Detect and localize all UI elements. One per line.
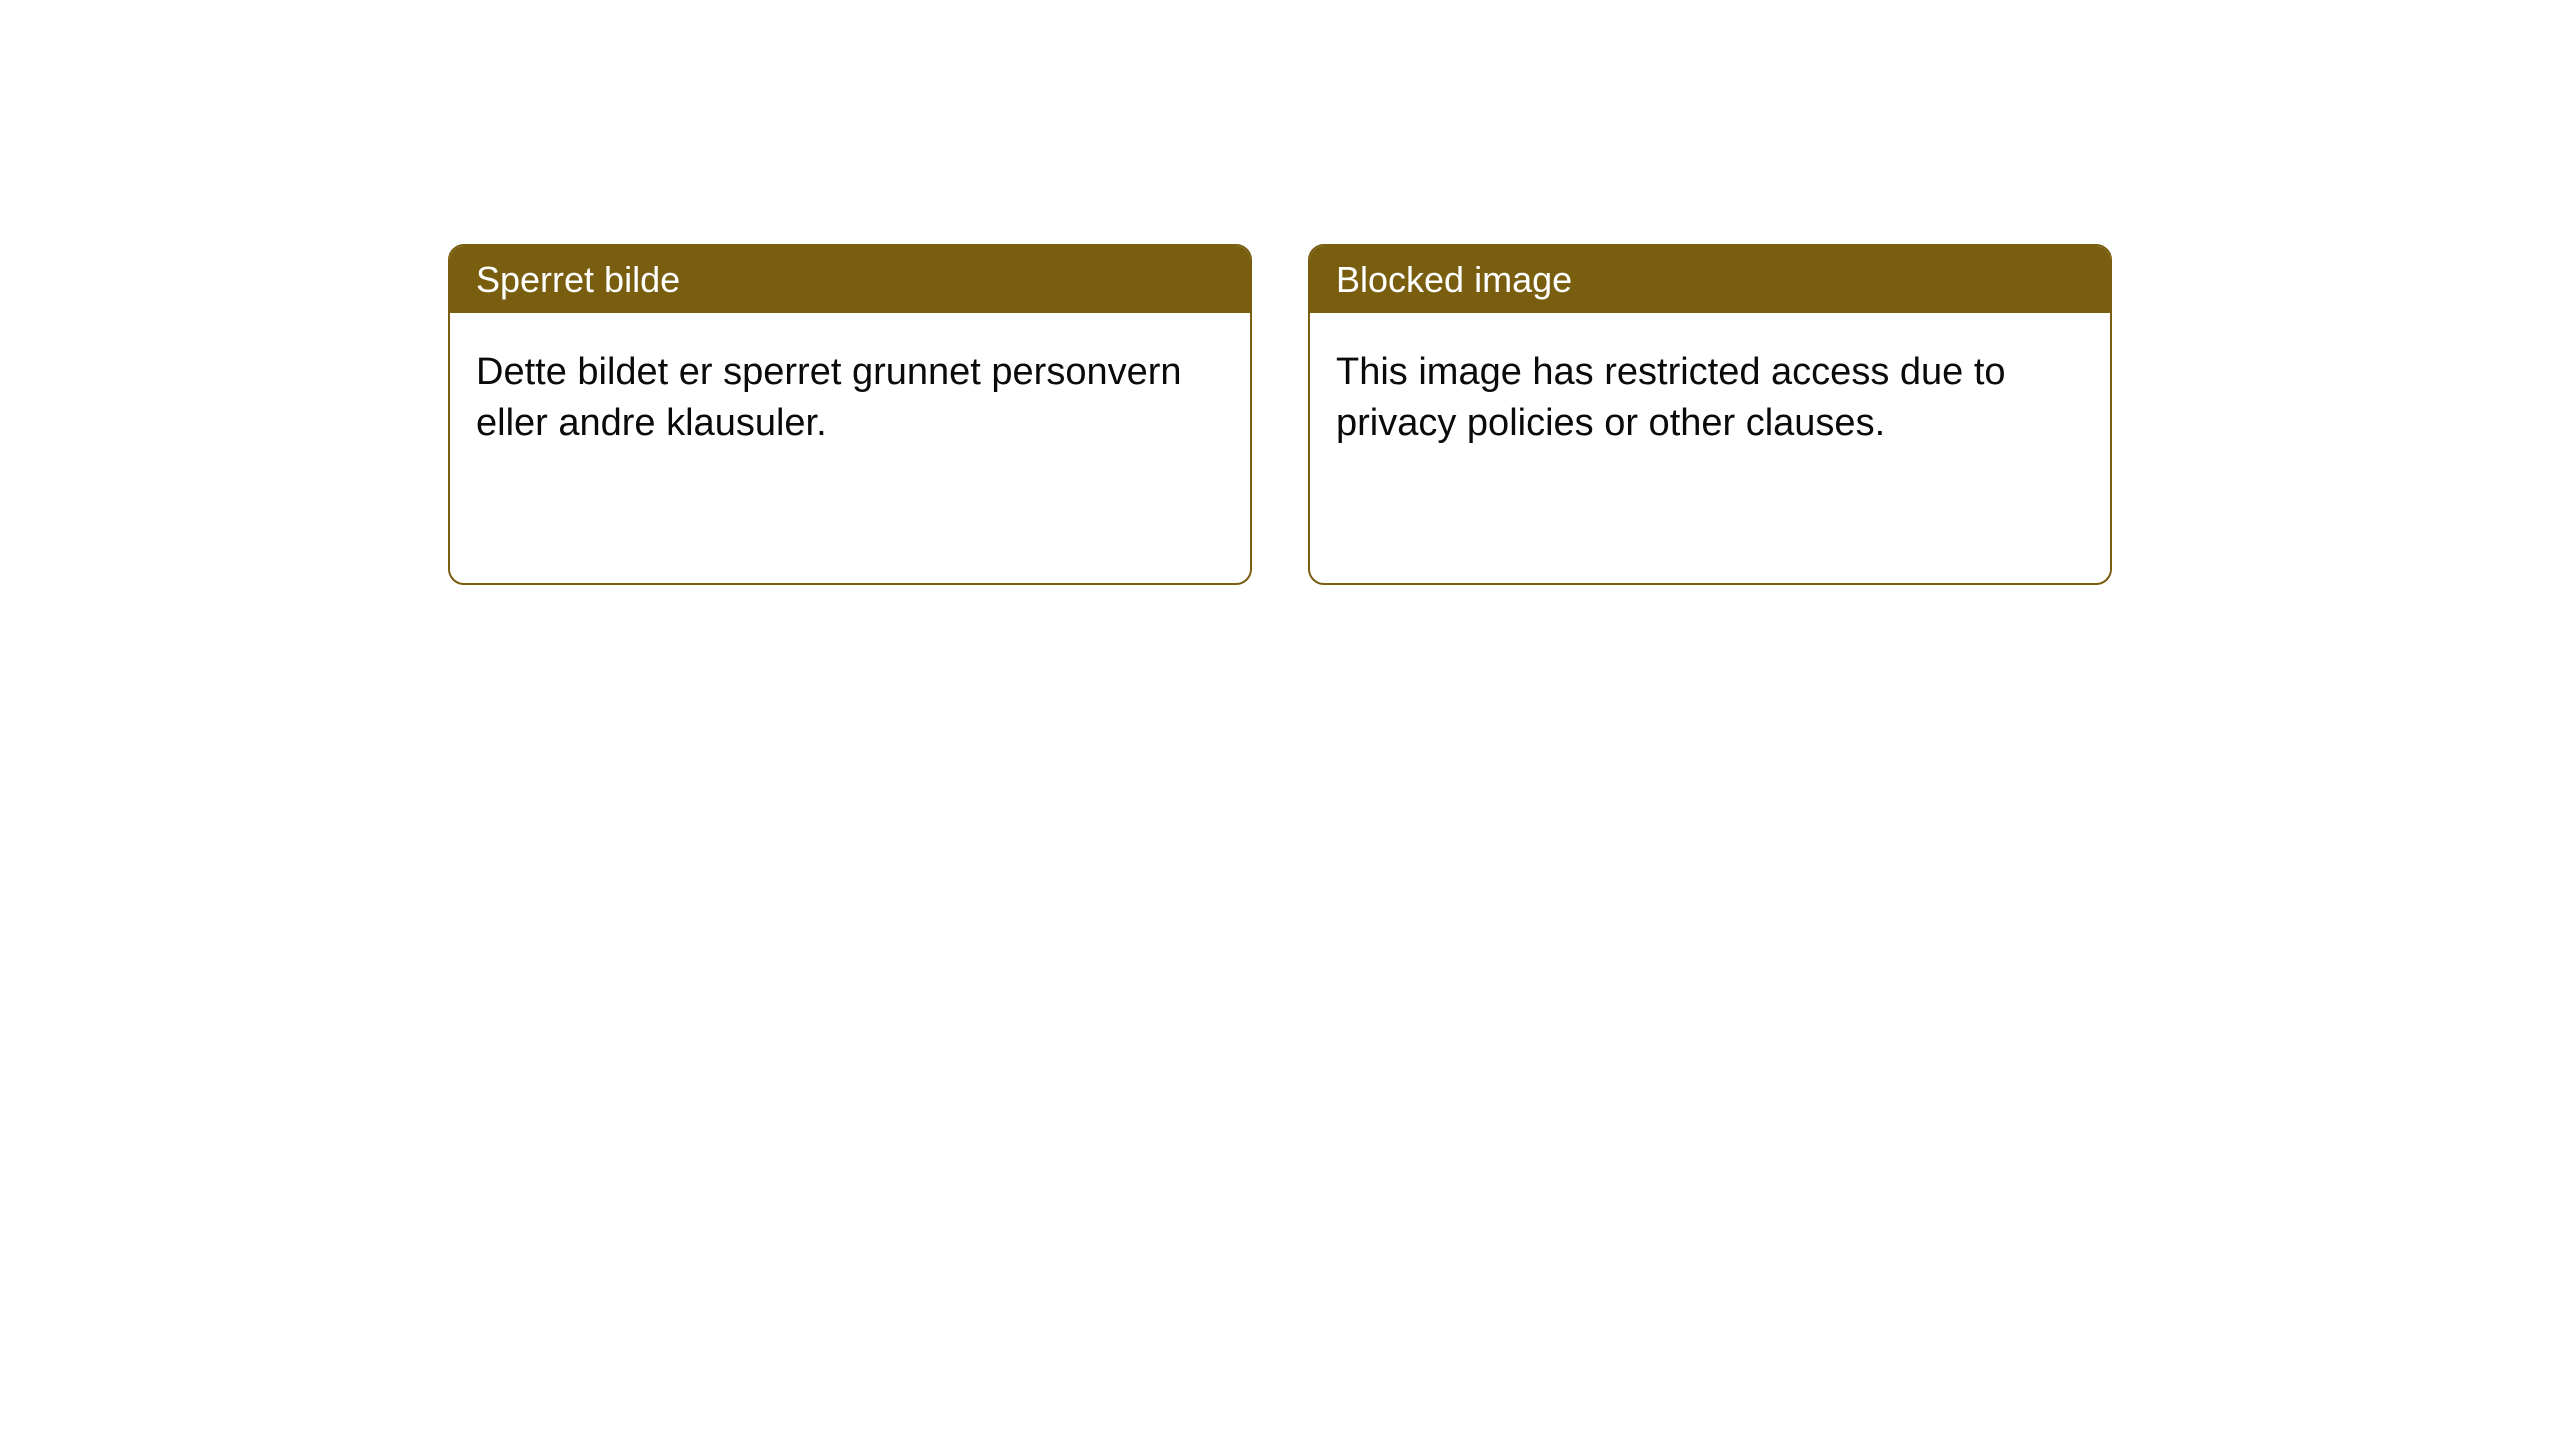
card-header: Blocked image (1310, 246, 2110, 313)
notice-card-container: Sperret bilde Dette bildet er sperret gr… (448, 244, 2112, 585)
card-body-text: This image has restricted access due to … (1336, 351, 2006, 444)
blocked-image-card-en: Blocked image This image has restricted … (1308, 244, 2112, 585)
card-title: Blocked image (1336, 259, 1572, 300)
card-body: Dette bildet er sperret grunnet personve… (450, 313, 1250, 583)
card-body: This image has restricted access due to … (1310, 313, 2110, 583)
card-body-text: Dette bildet er sperret grunnet personve… (476, 351, 1182, 444)
card-header: Sperret bilde (450, 246, 1250, 313)
card-title: Sperret bilde (476, 259, 680, 300)
blocked-image-card-no: Sperret bilde Dette bildet er sperret gr… (448, 244, 1252, 585)
